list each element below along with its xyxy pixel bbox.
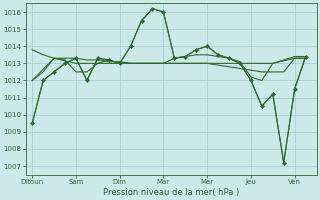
X-axis label: Pression niveau de la mer( hPa ): Pression niveau de la mer( hPa ) <box>103 188 239 197</box>
